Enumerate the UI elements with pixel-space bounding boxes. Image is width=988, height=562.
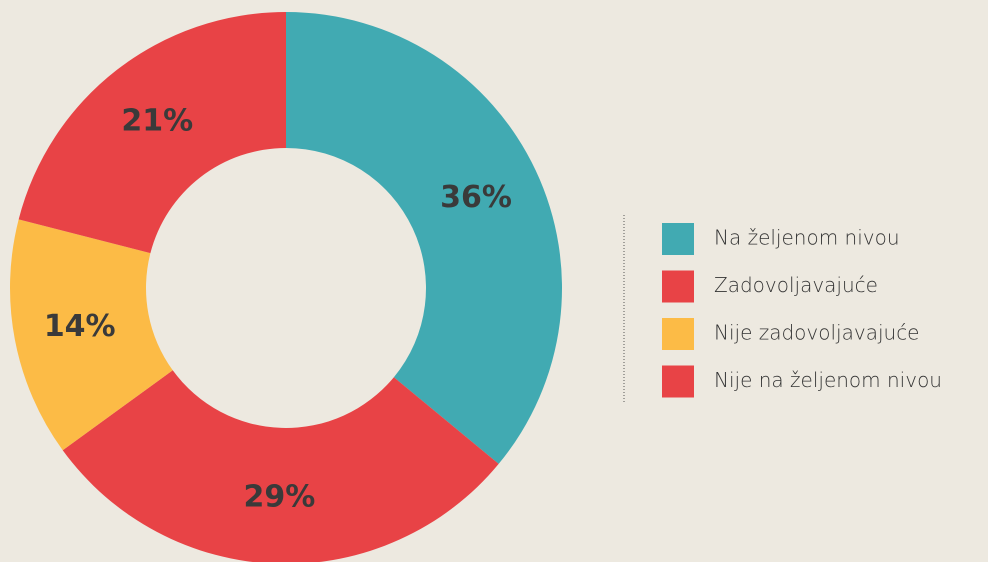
legend-swatch — [662, 318, 694, 350]
legend-label: Na željenom nivou — [714, 226, 900, 250]
legend-swatch — [662, 223, 694, 255]
value-label: 29% — [243, 479, 315, 514]
donut-slice — [18, 12, 286, 254]
donut-slice — [62, 370, 499, 562]
donut-slice — [286, 12, 562, 464]
legend-label: Nije zadovoljavajuće — [714, 321, 920, 345]
value-label: 21% — [121, 104, 193, 139]
legend-swatch — [662, 365, 694, 398]
legend-label: Zadovoljavajuće — [714, 273, 878, 297]
legend-label: Nije na željenom nivou — [714, 368, 942, 392]
value-label: 14% — [44, 309, 116, 344]
donut-slice — [9, 219, 173, 451]
value-label: 36% — [440, 180, 512, 215]
legend-swatch — [662, 270, 694, 303]
